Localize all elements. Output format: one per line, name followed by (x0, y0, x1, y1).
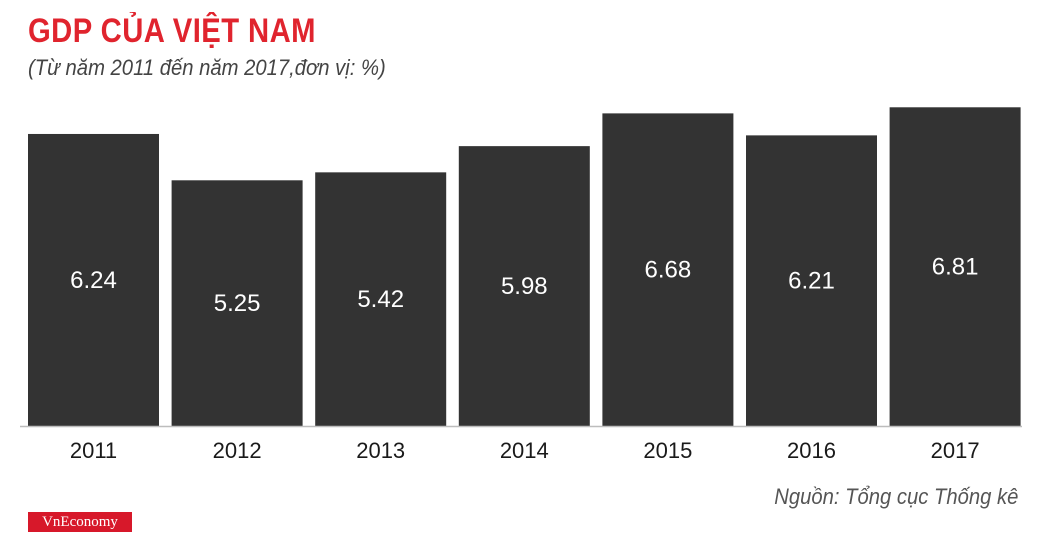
bar-value-label: 5.98 (501, 273, 548, 300)
bar-value-label: 6.81 (932, 254, 979, 281)
x-tick-label: 2011 (70, 438, 117, 463)
bar-2017 (889, 107, 1021, 427)
chart-title: GDP CỦA VIỆT NAM (28, 12, 316, 50)
vneconomy-logo: VnEconomy (28, 512, 132, 532)
bar-2014 (458, 146, 590, 427)
x-tick-label: 2015 (643, 438, 692, 463)
bar-value-label: 6.21 (788, 268, 835, 295)
bar-value-label: 5.42 (357, 286, 404, 313)
chart-subtitle: (Từ năm 2011 đến năm 2017,đơn vị: %) (28, 55, 386, 80)
bar-value-label: 6.68 (645, 257, 692, 284)
bar-2016 (746, 135, 877, 426)
bar-2011 (28, 133, 159, 426)
bar-2015 (602, 113, 734, 426)
source-note: Nguồn: Tổng cục Thống kê (773, 484, 1018, 509)
bar-value-label: 5.25 (214, 290, 261, 317)
bar-2013 (315, 172, 447, 426)
x-tick-label: 2014 (500, 438, 549, 463)
x-tick-label: 2016 (787, 438, 836, 463)
x-tick-label: 2012 (213, 438, 262, 463)
bar-value-label: 6.24 (70, 267, 117, 294)
x-tick-label: 2013 (356, 438, 405, 463)
x-tick-label: 2017 (931, 438, 980, 463)
bar-2012 (171, 180, 303, 426)
